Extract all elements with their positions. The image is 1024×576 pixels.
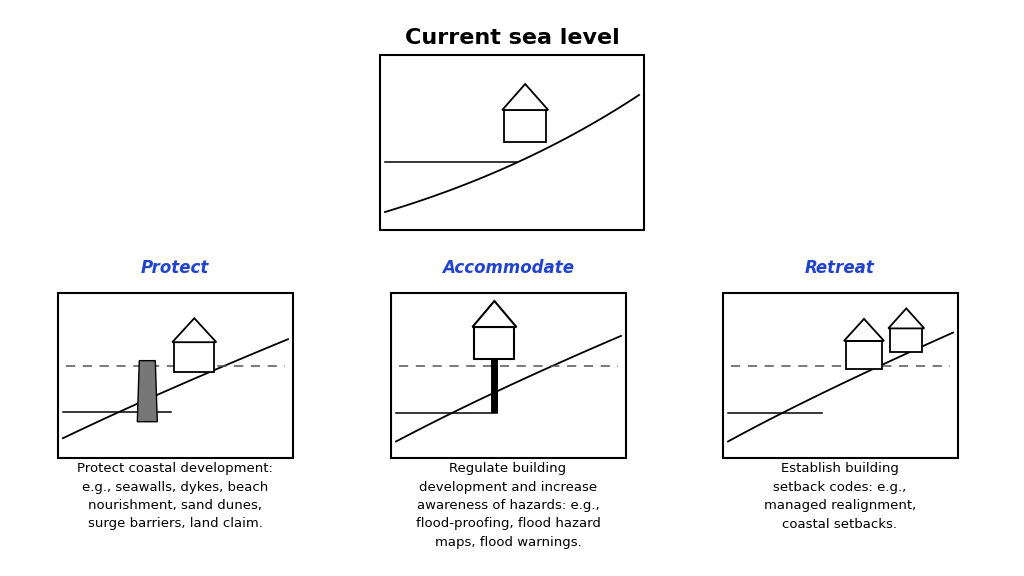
Bar xyxy=(391,293,626,458)
Polygon shape xyxy=(172,318,216,342)
Text: Current sea level: Current sea level xyxy=(404,28,620,48)
Polygon shape xyxy=(137,361,158,422)
Bar xyxy=(846,341,882,369)
Text: Protect coastal development:
e.g., seawalls, dykes, beach
nourishment, sand dune: Protect coastal development: e.g., seawa… xyxy=(77,462,273,530)
Bar xyxy=(58,293,293,458)
Polygon shape xyxy=(472,301,516,327)
Bar xyxy=(723,293,958,458)
Bar xyxy=(504,110,546,142)
Bar xyxy=(380,55,644,230)
Text: Regulate building
development and increase
awareness of hazards: e.g.,
flood-pro: Regulate building development and increa… xyxy=(416,462,600,549)
Polygon shape xyxy=(502,84,548,110)
Text: Protect: Protect xyxy=(141,259,209,277)
Bar xyxy=(890,328,923,353)
Polygon shape xyxy=(888,308,925,328)
Bar xyxy=(174,342,214,372)
Text: Establish building
setback codes: e.g.,
managed realignment,
coastal setbacks.: Establish building setback codes: e.g., … xyxy=(764,462,916,530)
Text: Retreat: Retreat xyxy=(805,259,874,277)
Bar xyxy=(474,327,514,359)
Text: Accommodate: Accommodate xyxy=(442,259,574,277)
Polygon shape xyxy=(844,319,884,341)
